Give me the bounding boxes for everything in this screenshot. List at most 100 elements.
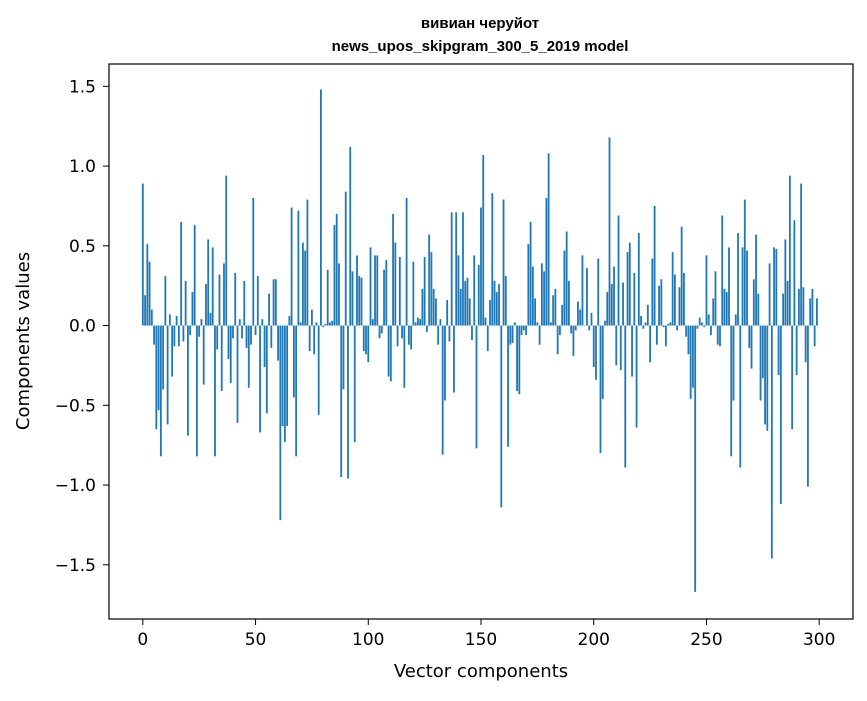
bar-252 (710, 326, 712, 336)
bar-134 (444, 326, 446, 401)
x-tick-label-2: 100 (352, 630, 384, 650)
bar-150 (480, 208, 482, 326)
bar-282 (778, 326, 780, 375)
bar-184 (557, 326, 559, 355)
bar-195 (582, 255, 584, 325)
bar-142 (462, 212, 464, 325)
bar-244 (692, 326, 694, 388)
bar-229 (658, 286, 660, 326)
y-axis-label: Components values (13, 252, 34, 430)
bar-212 (620, 326, 622, 371)
bar-273 (757, 294, 759, 326)
bar-168 (521, 326, 523, 336)
bar-71 (302, 243, 304, 326)
bar-147 (473, 255, 475, 325)
bar-161 (505, 276, 507, 325)
bar-247 (699, 318, 701, 326)
bar-226 (651, 259, 653, 326)
bar-129 (433, 289, 435, 326)
bar-17 (180, 222, 182, 326)
bar-141 (460, 289, 462, 326)
bar-105 (379, 326, 381, 339)
bar-156 (494, 281, 496, 326)
bar-81 (325, 324, 327, 326)
bar-63 (284, 326, 286, 442)
bar-217 (631, 326, 633, 377)
bar-52 (259, 326, 261, 433)
bar-116 (403, 326, 405, 388)
bar-115 (401, 326, 403, 339)
bar-198 (588, 326, 590, 331)
bar-295 (807, 326, 809, 487)
bar-61 (279, 326, 281, 521)
bar-192 (575, 326, 577, 331)
bar-179 (545, 198, 547, 326)
bar-22 (192, 292, 194, 325)
bar-292 (800, 184, 802, 326)
bar-264 (737, 233, 739, 325)
bar-175 (536, 322, 538, 325)
bar-189 (568, 281, 570, 326)
bar-138 (453, 326, 455, 393)
bar-29 (207, 239, 209, 325)
bar-39 (230, 326, 232, 383)
bar-253 (712, 298, 714, 325)
bar-294 (805, 326, 807, 363)
bar-270 (751, 326, 753, 369)
bar-75 (311, 310, 313, 326)
bar-155 (491, 193, 493, 325)
bar-219 (636, 326, 638, 428)
bar-65 (288, 316, 290, 326)
bar-178 (543, 271, 545, 325)
bar-232 (665, 326, 667, 347)
bar-121 (415, 322, 417, 325)
bar-101 (370, 247, 372, 325)
bar-298 (814, 326, 816, 347)
bar-220 (638, 233, 640, 325)
bar-110 (390, 326, 392, 382)
bar-99 (365, 326, 367, 355)
bar-89 (343, 326, 345, 390)
x-tick-label-1: 50 (245, 630, 267, 650)
bar-288 (791, 326, 793, 430)
y-tick-label-2: −0.5 (55, 396, 96, 416)
bar-223 (645, 322, 647, 325)
bar-70 (300, 322, 302, 325)
bar-177 (541, 263, 543, 325)
bar-109 (388, 326, 390, 377)
bar-119 (410, 326, 412, 350)
bar-235 (672, 252, 674, 325)
bar-56 (268, 294, 270, 326)
y-tick-label-1: −1.0 (55, 476, 96, 496)
bar-127 (428, 235, 430, 326)
bar-78 (318, 326, 320, 415)
bar-38 (228, 326, 230, 359)
bar-197 (586, 268, 588, 325)
bar-2 (146, 244, 148, 325)
bar-93 (352, 271, 354, 325)
bar-130 (435, 298, 437, 325)
bar-243 (690, 326, 692, 399)
bar-123 (419, 319, 421, 325)
bar-37 (225, 176, 227, 326)
bar-69 (297, 211, 299, 326)
bar-285 (784, 239, 786, 325)
bar-132 (440, 319, 442, 325)
x-tick-label-4: 200 (578, 630, 610, 650)
bar-5 (153, 326, 155, 345)
bar-27 (203, 326, 205, 385)
bar-6 (155, 326, 157, 430)
bar-256 (719, 326, 721, 347)
bar-82 (327, 270, 329, 326)
bar-49 (252, 198, 254, 326)
bar-133 (442, 326, 444, 455)
bar-85 (334, 225, 336, 325)
bar-31 (212, 247, 214, 325)
bar-33 (216, 326, 218, 350)
bar-190 (570, 326, 572, 334)
bar-176 (539, 326, 541, 345)
bar-246 (697, 326, 699, 329)
bar-34 (219, 275, 221, 326)
bar-211 (618, 216, 620, 326)
bar-14 (173, 326, 175, 347)
